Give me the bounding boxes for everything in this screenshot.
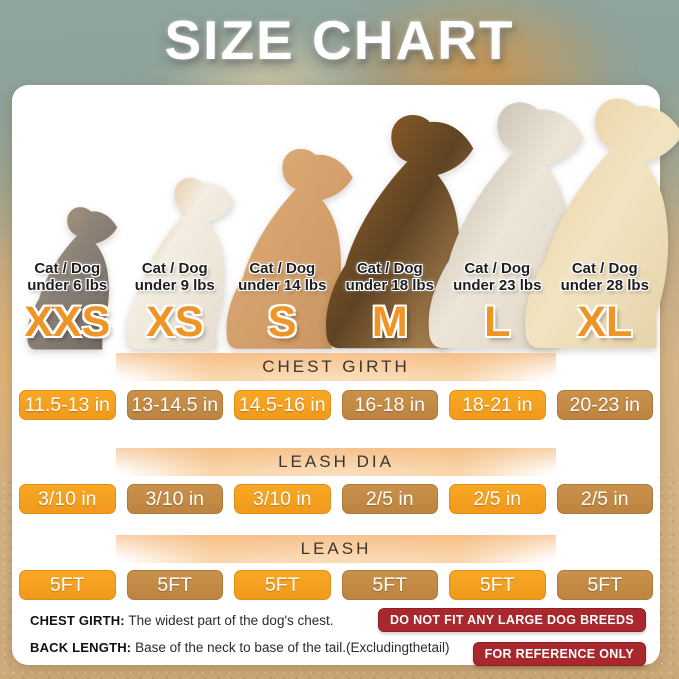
weight-label: under 14 lbs: [238, 277, 327, 294]
warning-badge-reference-only: FOR REFERENCE ONLY: [472, 642, 646, 666]
chest-girth-value-xs: 13-14.5 in: [126, 390, 223, 420]
leash-dia-value-l: 2/5 in: [449, 484, 546, 514]
chest-girth-value-m: 16-18 in: [341, 390, 438, 420]
chest-girth-row: 11.5-13 in 13-14.5 in 14.5-16 in 16-18 i…: [19, 390, 653, 420]
leash-dia-value-m: 2/5 in: [341, 484, 438, 514]
weight-label: under 18 lbs: [345, 277, 434, 294]
size-letter-s: S: [267, 298, 297, 346]
pet-type-label: Cat / Dog: [356, 260, 423, 277]
weight-label: under 28 lbs: [560, 277, 649, 294]
footnote-chest-girth: CHEST GIRTH: The widest part of the dog'…: [30, 612, 450, 629]
chest-girth-value-s: 14.5-16 in: [234, 390, 331, 420]
size-chart-card: Cat / Dog under 6 lbs XXS Cat / Dog unde…: [12, 85, 679, 666]
page-title: SIZE CHART: [164, 9, 515, 71]
pet-type-label: Cat / Dog: [141, 260, 208, 277]
section-header-chest-girth: CHEST GIRTH: [116, 353, 556, 381]
size-letter-m: M: [371, 298, 408, 346]
pet-type-label: Cat / Dog: [34, 260, 101, 277]
weight-label: under 9 lbs: [134, 277, 215, 294]
leash-dia-value-xl: 2/5 in: [556, 484, 653, 514]
size-letter-xxs: XXS: [24, 298, 111, 346]
chest-girth-value-l: 18-21 in: [449, 390, 546, 420]
size-column-s: Cat / Dog under 14 lbs S: [234, 260, 331, 344]
pet-type-label: Cat / Dog: [571, 260, 638, 277]
leash-row: 5FT 5FT 5FT 5FT 5FT 5FT: [19, 570, 653, 600]
leash-value-l: 5FT: [449, 570, 546, 600]
section-header-leash-dia: LEASH DIA: [116, 448, 556, 476]
leash-dia-value-xxs: 3/10 in: [19, 484, 116, 514]
size-column-xxs: Cat / Dog under 6 lbs XXS: [19, 260, 116, 344]
leash-dia-value-xs: 3/10 in: [126, 484, 223, 514]
footnote-label: BACK LENGTH:: [30, 640, 132, 655]
warning-badges: DO NOT FIT ANY LARGE DOG BREEDS FOR REFE…: [377, 608, 646, 666]
chest-girth-value-xxs: 11.5-13 in: [19, 390, 116, 420]
section-header-leash: LEASH: [116, 535, 556, 563]
footnote-text: The widest part of the dog's chest.: [128, 613, 334, 628]
pet-type-label: Cat / Dog: [464, 260, 531, 277]
chest-girth-value-xl: 20-23 in: [556, 390, 653, 420]
weight-label: under 6 lbs: [27, 277, 108, 294]
leash-dia-value-s: 3/10 in: [234, 484, 331, 514]
footnotes: CHEST GIRTH: The widest part of the dog'…: [30, 612, 450, 666]
leash-value-m: 5FT: [341, 570, 438, 600]
leash-value-xl: 5FT: [556, 570, 653, 600]
leash-value-xxs: 5FT: [19, 570, 116, 600]
size-labels-row: Cat / Dog under 6 lbs XXS Cat / Dog unde…: [19, 260, 653, 344]
footnote-text: Base of the neck to base of the tail.(Ex…: [135, 640, 450, 655]
leash-value-xs: 5FT: [126, 570, 223, 600]
footnote-back-length: BACK LENGTH: Base of the neck to base of…: [30, 639, 450, 656]
size-column-m: Cat / Dog under 18 lbs M: [342, 260, 439, 344]
weight-label: under 23 lbs: [453, 277, 542, 294]
footnote-label: CHEST GIRTH:: [30, 613, 125, 628]
size-letter-xs: XS: [146, 298, 204, 346]
warning-badge-no-large-dogs: DO NOT FIT ANY LARGE DOG BREEDS: [377, 608, 646, 632]
leash-value-s: 5FT: [234, 570, 331, 600]
leash-dia-row: 3/10 in 3/10 in 3/10 in 2/5 in 2/5 in 2/…: [19, 484, 653, 514]
size-column-l: Cat / Dog under 23 lbs L: [449, 260, 546, 344]
size-column-xl: Cat / Dog under 28 lbs XL: [557, 260, 654, 344]
size-column-xs: Cat / Dog under 9 lbs XS: [127, 260, 224, 344]
size-letter-l: L: [484, 298, 511, 346]
pet-type-label: Cat / Dog: [249, 260, 316, 277]
size-letter-xl: XL: [577, 298, 633, 346]
